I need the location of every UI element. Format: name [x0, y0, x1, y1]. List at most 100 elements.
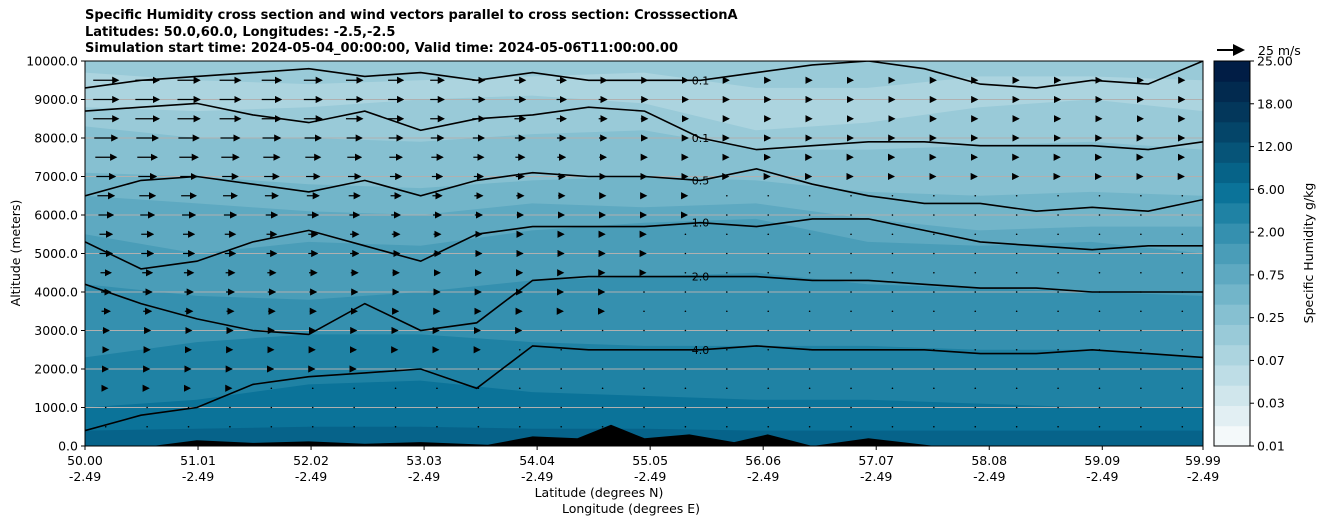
y-tick-label: 2000.0	[34, 362, 78, 377]
y-tick-label: 7000.0	[34, 169, 78, 184]
wind-vector	[518, 368, 521, 370]
colorbar: 0.01 0.03 0.07 0.25 0.75 2.00 6.00 12.00 18.00 25…	[1213, 54, 1293, 454]
wind-vector	[1181, 252, 1184, 255]
wind-vector	[311, 406, 314, 409]
wind-vector	[560, 425, 562, 428]
wind-vector	[187, 406, 190, 409]
colorbar-tick-label: 0.03	[1257, 396, 1285, 411]
contour-label-1: 0.1	[692, 132, 710, 145]
wind-vector	[684, 291, 687, 293]
wind-vector	[726, 425, 728, 428]
wind-vector	[974, 252, 977, 255]
wind-vector	[726, 329, 728, 332]
wind-vector	[270, 425, 273, 428]
wind-vector	[394, 406, 397, 409]
wind-vector	[477, 425, 480, 428]
wind-vector	[726, 214, 728, 216]
wind-vector	[726, 368, 728, 370]
wind-vector	[850, 271, 852, 274]
wind-vector	[974, 368, 977, 370]
wind-vector	[726, 310, 728, 313]
wind-vector	[933, 194, 935, 197]
wind-vector	[974, 214, 977, 216]
colorbar-segment	[1214, 344, 1250, 366]
wind-vector	[436, 368, 438, 370]
chart-title-line-2: Latitudes: 50.0,60.0, Longitudes: -2.5,-…	[85, 24, 396, 40]
wind-vector	[891, 329, 894, 332]
wind-vector	[1098, 425, 1101, 428]
wind-vector	[1057, 214, 1059, 216]
wind-vector	[850, 291, 852, 293]
wind-vector	[1015, 348, 1018, 351]
wind-vector	[850, 233, 852, 236]
wind-vector	[891, 271, 894, 274]
wind-vector	[850, 387, 852, 390]
wind-vector	[767, 233, 770, 236]
wind-vector	[1057, 271, 1059, 274]
wind-vector	[601, 425, 604, 428]
wind-vector	[1098, 310, 1101, 313]
x-tick-label-lon: -2.49	[408, 469, 440, 484]
wind-vector	[767, 214, 770, 216]
colorbar-segment	[1214, 142, 1250, 163]
wind-vector	[1015, 214, 1018, 216]
wind-reference-key: 25 m/s	[1217, 43, 1301, 58]
wind-vector	[808, 368, 811, 370]
wind-vector	[601, 348, 604, 351]
x-tick-label-lon: -2.49	[860, 469, 892, 484]
wind-vector	[1140, 252, 1142, 255]
wind-vector	[767, 406, 770, 409]
wind-vector	[643, 387, 645, 390]
colorbar-tick-label: 0.01	[1257, 439, 1285, 454]
wind-vector	[436, 425, 438, 428]
x-tick-label-lat: 56.06	[745, 453, 781, 468]
x-tick-label-lat: 58.08	[971, 453, 1007, 468]
wind-vector	[891, 214, 894, 216]
wind-vector	[643, 425, 645, 428]
wind-vector	[643, 291, 645, 293]
y-tick-label: 1000.0	[34, 400, 78, 415]
x-tick-label-lon: -2.49	[973, 469, 1005, 484]
x-tick-label-lat: 51.01	[180, 453, 216, 468]
wind-vector	[643, 406, 645, 409]
wind-vector	[1057, 348, 1059, 351]
wind-vector	[518, 348, 521, 351]
wind-vector	[891, 425, 894, 428]
wind-vector	[518, 425, 521, 428]
colorbar-segment	[1214, 202, 1250, 224]
wind-vector	[767, 329, 770, 332]
wind-vector	[601, 406, 604, 409]
wind-vector	[1098, 387, 1101, 390]
wind-vector	[933, 425, 935, 428]
wind-vector	[974, 387, 977, 390]
wind-vector	[974, 291, 977, 293]
wind-vector	[808, 348, 811, 351]
wind-vector	[229, 406, 231, 409]
wind-vector	[850, 214, 852, 216]
wind-vector	[974, 329, 977, 332]
wind-vector	[767, 368, 770, 370]
wind-vector	[726, 406, 728, 409]
colorbar-tick-label: 0.07	[1257, 353, 1285, 368]
y-tick-label: 3000.0	[34, 323, 78, 338]
y-tick-label: 10000.0	[26, 54, 78, 69]
wind-vector	[394, 387, 397, 390]
y-tick-label: 5000.0	[34, 246, 78, 261]
wind-vector	[1015, 406, 1018, 409]
wind-vector	[974, 406, 977, 409]
wind-vector	[146, 406, 148, 409]
x-tick-label-lon: -2.49	[69, 469, 101, 484]
wind-vector	[1181, 291, 1184, 293]
wind-vector	[933, 214, 935, 216]
wind-vector	[394, 425, 397, 428]
wind-vector	[1098, 233, 1101, 236]
x-tick-label-lon: -2.49	[634, 469, 666, 484]
wind-vector	[1181, 387, 1184, 390]
x-tick-label-lat: 53.03	[406, 453, 442, 468]
colorbar-tick-label: 25.00	[1257, 54, 1293, 69]
wind-vector	[1015, 368, 1018, 370]
wind-vector	[1057, 310, 1059, 313]
wind-vector	[684, 310, 687, 313]
wind-vector	[1140, 406, 1142, 409]
wind-vector	[850, 425, 852, 428]
